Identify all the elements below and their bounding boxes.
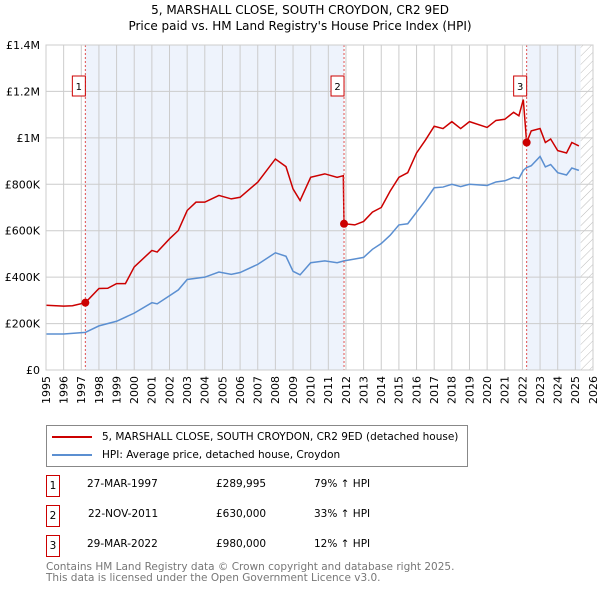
y-tick-label: £200K xyxy=(5,318,41,331)
x-tick-label: 2020 xyxy=(481,376,494,404)
sale-label-box xyxy=(330,75,345,97)
shaded-period xyxy=(526,45,581,370)
y-tick-label: £1.2M xyxy=(6,85,40,98)
x-tick-label: 2004 xyxy=(199,376,212,404)
plot-frame xyxy=(45,44,594,371)
transaction-marker: 1 xyxy=(46,475,60,497)
x-tick-label: 2019 xyxy=(463,376,476,404)
x-tick-label: 2021 xyxy=(499,376,512,404)
transaction-date: 29-MAR-2022 xyxy=(87,538,158,550)
chart-title: 5, MARSHALL CLOSE, SOUTH CROYDON, CR2 9E… xyxy=(151,3,449,17)
y-tick-label: £1.4M xyxy=(6,39,40,52)
x-tick-label: 2005 xyxy=(216,376,229,404)
x-tick-label: 1999 xyxy=(110,376,123,404)
sale-label: 1 xyxy=(76,82,82,93)
shaded-period xyxy=(85,45,345,370)
legend-label: 5, MARSHALL CLOSE, SOUTH CROYDON, CR2 9E… xyxy=(102,431,459,443)
legend-item-hpi: HPI: Average price, detached house, Croy… xyxy=(52,449,340,461)
x-tick-label: 1998 xyxy=(93,376,106,404)
x-tick-label: 2022 xyxy=(516,376,529,404)
sale-point xyxy=(81,298,90,307)
hpi-line xyxy=(46,155,580,335)
sale-point xyxy=(340,219,349,228)
transaction-hpi: 12% ↑ HPI xyxy=(314,538,371,550)
x-tick-label: 2002 xyxy=(163,376,176,404)
x-tick-label: 2012 xyxy=(340,376,353,404)
x-tick-label: 2026 xyxy=(587,376,600,404)
price-chart: 1 2 3 1995 1996 1997 1998 1999 2000 2001 2002 2003 2… xyxy=(5,39,600,404)
transaction-price: £289,995 xyxy=(216,478,267,490)
y-tick-label: £600K xyxy=(5,225,41,238)
sale-label-box xyxy=(71,75,86,97)
sale-label-box xyxy=(513,75,528,97)
x-tick-label: 2015 xyxy=(393,376,406,404)
x-tick-label: 2000 xyxy=(128,376,141,404)
x-tick-label: 2014 xyxy=(375,376,388,404)
x-tick-label: 2017 xyxy=(428,376,441,404)
sale-label: 3 xyxy=(517,82,523,93)
x-tick-label: 2013 xyxy=(357,376,370,404)
x-tick-label: 2009 xyxy=(287,376,300,404)
y-tick-label: £400K xyxy=(5,271,41,284)
y-tick-label: £1M xyxy=(17,132,41,145)
x-tick-label: 2007 xyxy=(252,376,265,404)
transaction-date: 27-MAR-1997 xyxy=(87,478,158,490)
x-tick-label: 2024 xyxy=(552,376,565,404)
x-tick-label: 1995 xyxy=(40,376,53,404)
x-tick-label: 2010 xyxy=(305,376,318,404)
x-tick-label: 2001 xyxy=(146,376,159,404)
x-tick-label: 2011 xyxy=(322,376,335,404)
x-tick-label: 2016 xyxy=(410,376,423,404)
footer-licence: This data is licensed under the Open Gov… xyxy=(46,572,381,584)
x-tick-label: 2008 xyxy=(269,376,282,404)
legend-swatch-red xyxy=(52,436,92,438)
legend: 5, MARSHALL CLOSE, SOUTH CROYDON, CR2 9E… xyxy=(46,425,468,467)
footer: Contains HM Land Registry data © Crown c… xyxy=(46,562,454,584)
transaction-date: 22-NOV-2011 xyxy=(88,508,159,520)
transaction-price: £980,000 xyxy=(216,538,267,550)
transaction-marker: 2 xyxy=(46,505,60,527)
transaction-row: 2 22-NOV-2011 £630,000 33% ↑ HPI xyxy=(46,505,446,527)
transaction-price: £630,000 xyxy=(216,508,267,520)
y-tick-label: £800K xyxy=(5,178,41,191)
x-tick-label: 1996 xyxy=(57,376,70,404)
property-price-line xyxy=(45,99,580,307)
transaction-row: 3 29-MAR-2022 £980,000 12% ↑ HPI xyxy=(46,535,446,557)
y-tick-label: £0 xyxy=(26,364,40,377)
sale-point xyxy=(522,138,531,147)
transaction-hpi: 79% ↑ HPI xyxy=(314,478,371,490)
legend-label: HPI: Average price, detached house, Croy… xyxy=(102,449,341,461)
chart-subtitle: Price paid vs. HM Land Registry's House … xyxy=(128,19,472,33)
x-tick-label: 2023 xyxy=(534,376,547,404)
sale-label: 2 xyxy=(334,82,340,93)
x-tick-label: 1997 xyxy=(75,376,88,404)
x-tick-label: 2018 xyxy=(446,376,459,404)
x-tick-label: 2006 xyxy=(234,376,247,404)
forecast-hatch xyxy=(580,45,593,370)
transaction-marker: 3 xyxy=(46,535,60,557)
footer-copyright: Contains HM Land Registry data © Crown c… xyxy=(46,561,455,573)
transaction-row: 1 27-MAR-1997 £289,995 79% ↑ HPI xyxy=(46,475,446,497)
x-tick-label: 2025 xyxy=(569,376,582,404)
transaction-hpi: 33% ↑ HPI xyxy=(314,508,371,520)
legend-swatch-blue xyxy=(52,454,92,456)
legend-item-property: 5, MARSHALL CLOSE, SOUTH CROYDON, CR2 9E… xyxy=(52,431,458,443)
x-tick-label: 2003 xyxy=(181,376,194,404)
